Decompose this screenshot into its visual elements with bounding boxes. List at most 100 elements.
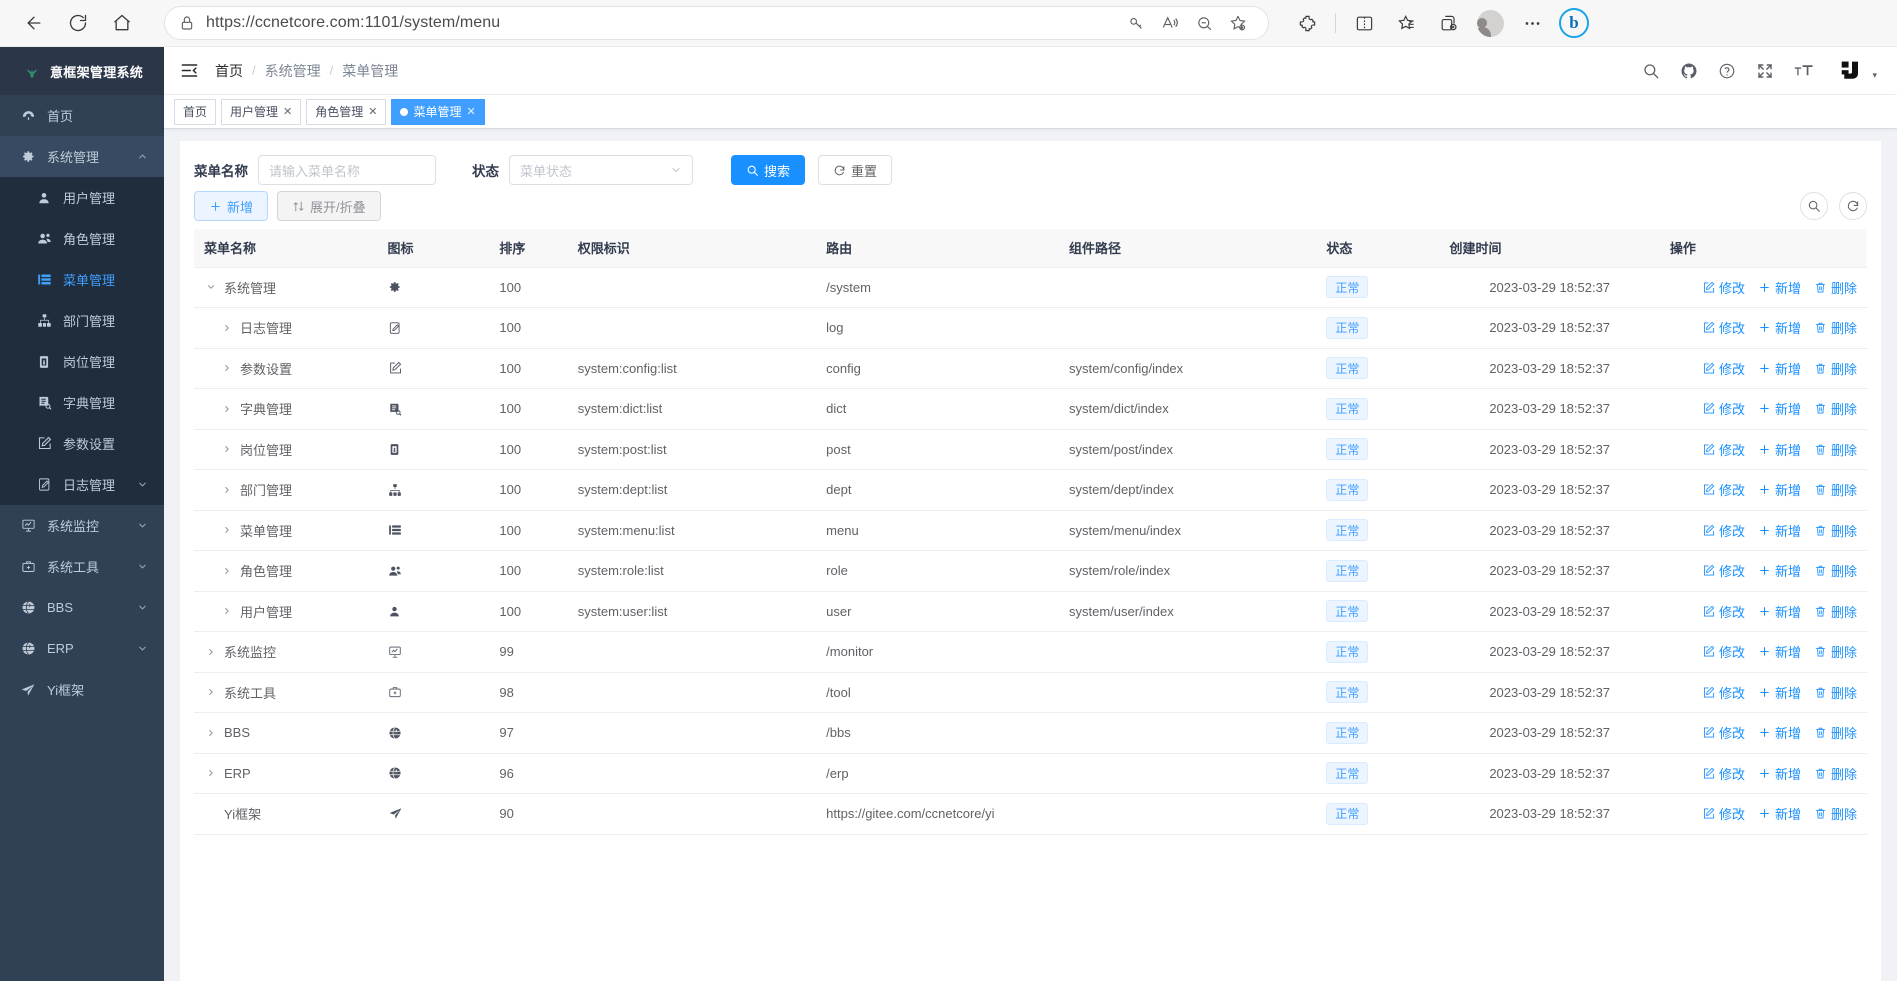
sidebar-item-log-mgmt[interactable]: 日志管理 [0,464,164,505]
add-child-button[interactable]: 新增 [1758,804,1801,823]
add-child-button[interactable]: 新增 [1758,318,1801,337]
table-row[interactable]: 系统管理 100/system 正常 2023-03-29 18:52:37 修改 新增删… [194,267,1867,308]
breadcrumb-item-system[interactable]: 系统管理 [264,62,321,79]
help-doc-icon[interactable] [1718,62,1736,80]
add-child-button[interactable]: 新增 [1758,642,1801,661]
add-favorite-icon[interactable] [1222,9,1254,37]
collections-icon[interactable] [1386,6,1426,40]
add-button[interactable]: 新增 [194,191,269,221]
edit-row-button[interactable]: 修改 [1702,399,1745,418]
status-select[interactable]: 菜单状态 [509,155,693,185]
edit-row-button[interactable]: 修改 [1702,278,1745,297]
sidebar-item-yi-framework[interactable]: Yi框架 [0,669,164,710]
profile-avatar[interactable] [1470,6,1510,40]
font-size-icon[interactable] [1794,62,1814,80]
delete-row-button[interactable]: 删除 [1814,359,1857,378]
add-tab-icon[interactable] [1428,6,1468,40]
sidebar-item-post-mgmt[interactable]: 岗位管理 [0,341,164,382]
edit-row-button[interactable]: 修改 [1702,764,1745,783]
tag-role-mgmt[interactable]: 角色管理 ✕ [306,98,387,125]
brand-header[interactable]: 意框架管理系统 [0,47,164,95]
expand-collapse-button[interactable]: 展开/折叠 [277,191,381,221]
sidebar-item-role-mgmt[interactable]: 角色管理 [0,218,164,259]
close-icon[interactable]: ✕ [368,106,378,118]
edit-row-button[interactable]: 修改 [1702,440,1745,459]
refresh-table-icon[interactable] [1839,192,1867,220]
delete-row-button[interactable]: 删除 [1814,440,1857,459]
add-child-button[interactable]: 新增 [1758,561,1801,580]
table-row[interactable]: 参数设置 100 system:config:list config system/co… [194,348,1867,389]
edit-row-button[interactable]: 修改 [1702,359,1745,378]
add-child-button[interactable]: 新增 [1758,521,1801,540]
sidebar-item-home[interactable]: 首页 [0,95,164,136]
breadcrumb-item-home[interactable]: 首页 [215,62,243,79]
table-row[interactable]: Yi框架 90 https://gitee.com/ccnetcore/yi 正常 20… [194,793,1867,835]
add-child-button[interactable]: 新增 [1758,764,1801,783]
table-row[interactable]: ERP 96/erp 正常 2023-03-29 18:52:37 修改 新增 删除 [194,753,1867,794]
chevron-right-icon[interactable] [204,768,218,778]
chevron-right-icon[interactable] [220,485,234,495]
chevron-right-icon[interactable] [220,525,234,535]
table-row[interactable]: 部门管理 100 system:dept:list dept system/dept/i… [194,469,1867,511]
fullscreen-icon[interactable] [1756,62,1774,80]
search-icon[interactable] [1642,62,1660,80]
table-row[interactable]: 日志管理 100 log 正常 2023-03-29 18:52:37 修改 新增 删除 [194,307,1867,349]
sidebar-item-dept-mgmt[interactable]: 部门管理 [0,300,164,341]
reload-button[interactable] [58,6,98,40]
sidebar-item-config[interactable]: 参数设置 [0,423,164,464]
hamburger-collapse-icon[interactable] [180,61,199,80]
edit-row-button[interactable]: 修改 [1702,561,1745,580]
address-bar[interactable]: https://ccnetcore.com:1101/system/menu [164,6,1269,40]
reset-button[interactable]: 重置 [818,155,893,185]
chevron-right-icon[interactable] [204,728,218,738]
chevron-right-icon[interactable] [220,606,234,616]
bing-copilot-icon[interactable]: b [1554,6,1594,40]
delete-row-button[interactable]: 删除 [1814,602,1857,621]
sidebar-item-user-mgmt[interactable]: 用户管理 [0,177,164,218]
read-aloud-icon[interactable] [1154,9,1186,37]
table-row[interactable]: 系统监控 99/monitor 正常 2023-03-29 18:52:37 修改 新增删… [194,631,1867,673]
sidebar-item-dict-mgmt[interactable]: 字典管理 [0,382,164,423]
table-row[interactable]: 角色管理 100 system:role:list role system/role/i… [194,550,1867,592]
add-child-button[interactable]: 新增 [1758,278,1801,297]
tag-menu-mgmt[interactable]: 菜单管理 ✕ [391,98,485,125]
add-child-button[interactable]: 新增 [1758,399,1801,418]
chevron-right-icon[interactable] [204,687,218,697]
delete-row-button[interactable]: 删除 [1814,683,1857,702]
tag-user-mgmt[interactable]: 用户管理 ✕ [221,98,302,125]
delete-row-button[interactable]: 删除 [1814,642,1857,661]
delete-row-button[interactable]: 删除 [1814,480,1857,499]
edit-row-button[interactable]: 修改 [1702,602,1745,621]
delete-row-button[interactable]: 删除 [1814,561,1857,580]
add-child-button[interactable]: 新增 [1758,359,1801,378]
delete-row-button[interactable]: 删除 [1814,521,1857,540]
split-screen-icon[interactable] [1344,6,1384,40]
key-icon[interactable] [1120,9,1152,37]
home-button[interactable] [102,6,142,40]
add-child-button[interactable]: 新增 [1758,440,1801,459]
chevron-right-icon[interactable] [220,363,234,373]
delete-row-button[interactable]: 删除 [1814,764,1857,783]
edit-row-button[interactable]: 修改 [1702,642,1745,661]
close-icon[interactable]: ✕ [466,106,476,118]
add-child-button[interactable]: 新增 [1758,683,1801,702]
table-row[interactable]: 菜单管理 100 system:menu:list menu system/menu/i… [194,510,1867,551]
more-options-icon[interactable] [1512,6,1552,40]
delete-row-button[interactable]: 删除 [1814,318,1857,337]
edit-row-button[interactable]: 修改 [1702,723,1745,742]
chevron-right-icon[interactable] [220,566,234,576]
sidebar-item-erp[interactable]: ERP [0,628,164,669]
chevron-down-icon[interactable] [204,282,218,292]
search-toggle-icon[interactable] [1800,192,1828,220]
delete-row-button[interactable]: 删除 [1814,804,1857,823]
table-row[interactable]: 系统工具 98/tool 正常 2023-03-29 18:52:37 修改 新增 删除 [194,672,1867,713]
sidebar-item-tools[interactable]: 系统工具 [0,546,164,587]
extensions-icon[interactable] [1287,6,1327,40]
tag-home[interactable]: 首页 [174,98,217,125]
edit-row-button[interactable]: 修改 [1702,521,1745,540]
edit-row-button[interactable]: 修改 [1702,318,1745,337]
chevron-right-icon[interactable] [220,444,234,454]
sidebar-item-bbs[interactable]: BBS [0,587,164,628]
edit-row-button[interactable]: 修改 [1702,804,1745,823]
add-child-button[interactable]: 新增 [1758,723,1801,742]
